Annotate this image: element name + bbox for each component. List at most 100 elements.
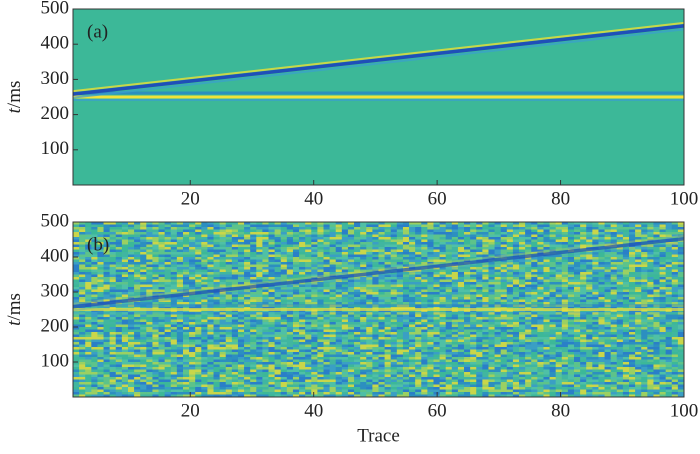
noise-cell (176, 352, 184, 355)
noise-cell (85, 297, 92, 300)
noise-cell (372, 299, 379, 303)
noise-cell (476, 324, 483, 328)
noise-cell (305, 339, 312, 343)
noise-cell (500, 274, 508, 278)
noise-cell (97, 377, 104, 380)
noise-cell (317, 289, 324, 293)
noise-cell (366, 279, 373, 283)
noise-cell (201, 364, 208, 368)
noise-cell (146, 237, 153, 240)
noise-cell (360, 294, 367, 298)
noise-cell (335, 357, 343, 360)
noise-cell (378, 379, 386, 383)
noise-cell (329, 374, 337, 378)
noise-cell (451, 357, 459, 360)
noise-cell (195, 319, 202, 323)
noise-cell (421, 317, 428, 320)
noise-cell (482, 362, 489, 365)
noise-cell (73, 237, 80, 240)
noise-cell (439, 344, 447, 348)
noise-cell (384, 227, 392, 230)
noise-cell (121, 267, 129, 270)
noise-cell (292, 352, 300, 355)
noise-cell (402, 272, 410, 275)
noise-cell (189, 312, 196, 315)
noise-cell (347, 247, 355, 250)
noise-cell (170, 302, 178, 305)
noise-cell (103, 294, 111, 298)
noise-cell (244, 277, 251, 280)
noise-cell (421, 282, 428, 285)
noise-cell (494, 349, 502, 353)
noise-cell (201, 332, 208, 335)
noise-cell (402, 242, 410, 245)
noise-cell (445, 227, 453, 230)
noise-cell (244, 264, 251, 268)
noise-cell (378, 247, 386, 250)
noise-cell (311, 332, 318, 335)
noise-cell (109, 342, 117, 345)
noise-cell (176, 257, 184, 260)
noise-cell (73, 282, 80, 285)
noise-cell (213, 297, 221, 300)
noise-cell (164, 284, 172, 288)
noise-cell (311, 362, 318, 365)
noise-cell (182, 257, 190, 260)
noise-cell (488, 287, 495, 290)
noise-cell (476, 379, 483, 383)
noise-cell (244, 227, 251, 230)
noise-cell (195, 249, 202, 253)
noise-cell (409, 254, 416, 258)
noise-cell (176, 287, 184, 290)
noise-cell (85, 364, 92, 368)
noise-cell (146, 259, 153, 263)
noise-cell (73, 297, 80, 300)
noise-cell (476, 274, 483, 278)
noise-cell (372, 244, 379, 248)
noise-cell (305, 367, 312, 370)
noise-cell (488, 237, 495, 240)
noise-cell (500, 254, 508, 258)
noise-cell (421, 229, 428, 233)
noise-cell (421, 292, 428, 295)
noise-cell (286, 254, 294, 258)
noise-cell (482, 312, 489, 315)
noise-cell (140, 277, 147, 280)
noise-cell (146, 369, 153, 373)
noise-cell (347, 387, 355, 390)
noise-cell (115, 227, 123, 230)
noise-cell (360, 342, 367, 345)
noise-cell (402, 349, 410, 353)
noise-cell (103, 239, 111, 243)
noise-cell (372, 322, 379, 325)
noise-cell (292, 354, 300, 358)
noise-cell (360, 284, 367, 288)
noise-cell (121, 304, 129, 308)
noise-cell (121, 229, 129, 233)
noise-cell (323, 377, 331, 380)
noise-cell (384, 367, 392, 370)
noise-cell (182, 367, 190, 370)
noise-cell (73, 322, 80, 325)
noise-cell (152, 352, 159, 355)
noise-cell (347, 369, 355, 373)
noise-cell (488, 349, 495, 353)
noise-cell (286, 337, 294, 340)
noise-cell (256, 327, 263, 330)
noise-cell (299, 359, 306, 363)
noise-cell (201, 222, 208, 225)
noise-cell (299, 349, 306, 353)
noise-cell (244, 242, 251, 245)
noise-cell (482, 227, 489, 230)
noise-cell (201, 322, 208, 325)
noise-cell (268, 229, 276, 233)
noise-cell (335, 267, 343, 270)
noise-cell (317, 364, 324, 368)
noise-cell (305, 394, 312, 397)
noise-cell (451, 327, 459, 330)
noise-cell (494, 352, 502, 355)
noise-cell (494, 372, 502, 375)
noise-cell (262, 292, 269, 295)
noise-cell (158, 392, 166, 395)
noise-cell (146, 342, 153, 345)
